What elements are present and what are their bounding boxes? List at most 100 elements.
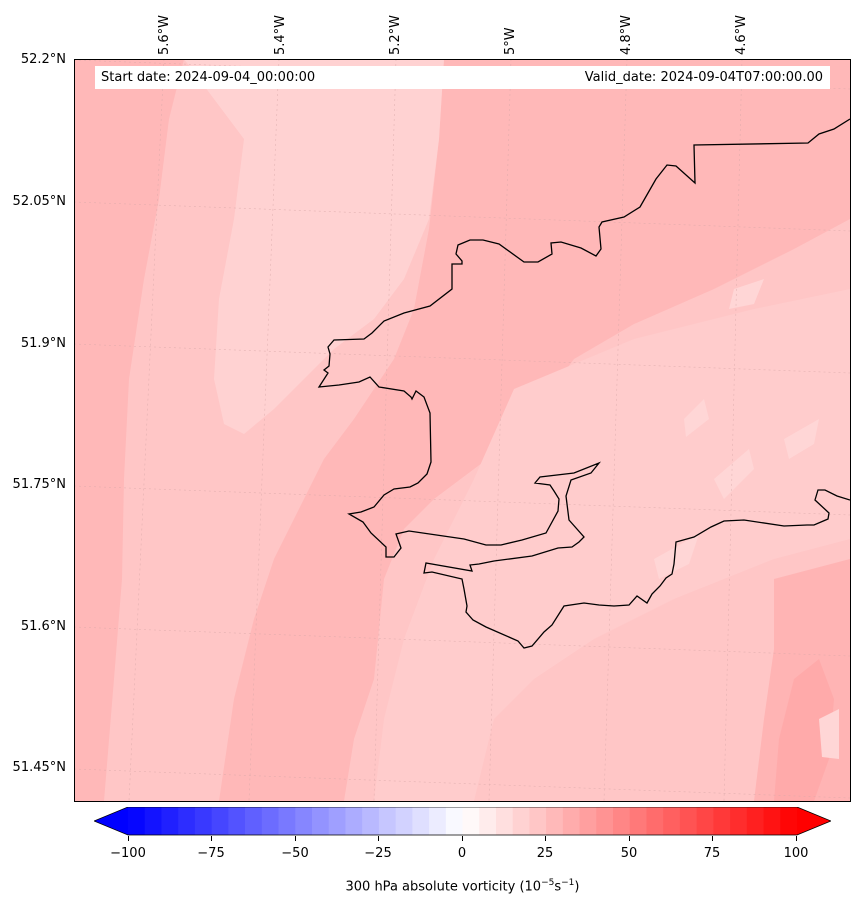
info-bar: Start date: 2024-09-04_00:00:00 Valid_da…	[95, 66, 830, 89]
colorbar-tick	[545, 836, 546, 841]
colorbar-tick	[295, 836, 296, 841]
colorbar-tick-label: −50	[281, 846, 309, 861]
colorbar-title-end: )	[574, 879, 580, 895]
colorbar-segment	[780, 807, 798, 835]
colorbar-title-mid: s	[554, 879, 562, 895]
colorbar-segment	[429, 807, 447, 835]
meridian-5-4w	[248, 59, 280, 801]
colorbar-tick-label: −25	[364, 846, 392, 861]
colorbar-tick	[378, 836, 379, 841]
colorbar-extend-min	[94, 807, 128, 835]
contour-light-patch-5	[654, 534, 699, 579]
latitude-label: 52.05°N	[12, 194, 66, 209]
latitude-label: 51.6°N	[20, 619, 66, 634]
contour-light-patch-2	[684, 399, 709, 437]
colorbar-segment	[445, 807, 463, 835]
colorbar-segment	[713, 807, 731, 835]
contour-band-northeast	[219, 59, 850, 801]
colorbar-tick-label: 0	[457, 846, 467, 861]
colorbar-segment	[245, 807, 263, 835]
colorbar-tick-label: 75	[703, 846, 721, 861]
colorbar-title-exp1: −5	[541, 878, 555, 888]
colorbar-segment	[763, 807, 781, 835]
colorbar-segment	[562, 807, 580, 835]
latitude-label: 52.2°N	[20, 52, 66, 67]
colorbar-segment	[679, 807, 698, 835]
colorbar-segment	[512, 807, 530, 835]
contour-dark-southeast	[774, 659, 834, 801]
graticule	[74, 59, 850, 801]
colorbar-segment	[378, 807, 397, 835]
colorbar-tick-label: −100	[110, 846, 146, 861]
colorbar-tick-label: −75	[197, 846, 225, 861]
colorbar-tick	[211, 836, 212, 841]
colorbar-outline	[94, 807, 831, 836]
coastline-pembrokeshire	[317, 118, 850, 649]
colorbar	[94, 807, 831, 836]
colorbar-segment	[328, 807, 346, 835]
longitude-label: 5.2°W	[388, 14, 403, 55]
latitude-label: 51.45°N	[12, 760, 66, 775]
meridian-4-8w	[603, 59, 628, 801]
colorbar-segment	[345, 807, 363, 835]
contour-light-patch-3	[714, 449, 754, 499]
colorbar-segment	[412, 807, 430, 835]
longitude-label: 5.4°W	[273, 14, 288, 55]
colorbar-segments	[94, 807, 831, 835]
colorbar-segment	[261, 807, 279, 835]
start-date-label: Start date: 2024-09-04_00:00:00	[101, 70, 316, 85]
colorbar-segment	[128, 807, 146, 835]
longitude-label: 5°W	[503, 27, 518, 55]
contour-light-patch-4	[784, 419, 819, 459]
colorbar-tick	[462, 836, 463, 841]
colorbar-segment	[663, 807, 681, 835]
longitude-label: 5.6°W	[157, 14, 172, 55]
colorbar-segment	[278, 807, 296, 835]
colorbar-segment	[194, 807, 213, 835]
meridian-5-2w	[373, 59, 397, 801]
contour-band-west	[74, 59, 184, 801]
colorbar-segment	[746, 807, 764, 835]
colorbar-segment	[228, 807, 246, 835]
colorbar-segment	[596, 807, 614, 835]
latitude-label: 51.9°N	[20, 336, 66, 351]
colorbar-segment	[546, 807, 564, 835]
contour-light-west	[184, 59, 444, 434]
meridian-5-6w	[128, 59, 165, 801]
colorbar-segment	[362, 807, 380, 835]
latitude-label: 51.75°N	[12, 477, 66, 492]
colorbar-title: 300 hPa absolute vorticity (10−5s−1)	[0, 878, 859, 894]
colorbar-segment	[646, 807, 664, 835]
vorticity-contour-field	[74, 59, 850, 801]
colorbar-segment	[311, 807, 330, 835]
contour-light-patch-1	[729, 279, 764, 309]
colorbar-extend-max	[797, 807, 831, 835]
colorbar-segment	[462, 807, 480, 835]
colorbar-tick-label: 100	[783, 846, 809, 861]
colorbar-segment	[529, 807, 547, 835]
longitude-label: 4.6°W	[734, 14, 749, 55]
colorbar-segment	[211, 807, 229, 835]
contour-light-patch-6	[819, 709, 839, 759]
colorbar-segment	[178, 807, 196, 835]
meridian-4-6w	[723, 59, 743, 801]
colorbar-segment	[495, 807, 514, 835]
colorbar-segment	[613, 807, 631, 835]
colorbar-segment	[161, 807, 179, 835]
colorbar-segment	[479, 807, 497, 835]
colorbar-tick-label: 50	[620, 846, 638, 861]
valid-date-label: Valid_date: 2024-09-04T07:00:00.00	[584, 70, 823, 85]
longitude-label: 4.8°W	[619, 14, 634, 55]
colorbar-segment	[579, 807, 597, 835]
colorbar-title-main: 300 hPa absolute vorticity (10	[345, 879, 542, 895]
colorbar-segment	[730, 807, 748, 835]
colorbar-title-exp2: −1	[561, 878, 575, 888]
colorbar-tick-label: 25	[536, 846, 554, 861]
colorbar-segment	[395, 807, 413, 835]
colorbar-segment	[629, 807, 647, 835]
colorbar-segment	[696, 807, 714, 835]
colorbar-segment	[144, 807, 162, 835]
colorbar-segment	[295, 807, 313, 835]
map-panel	[74, 59, 850, 801]
colorbar-tick	[712, 836, 713, 841]
